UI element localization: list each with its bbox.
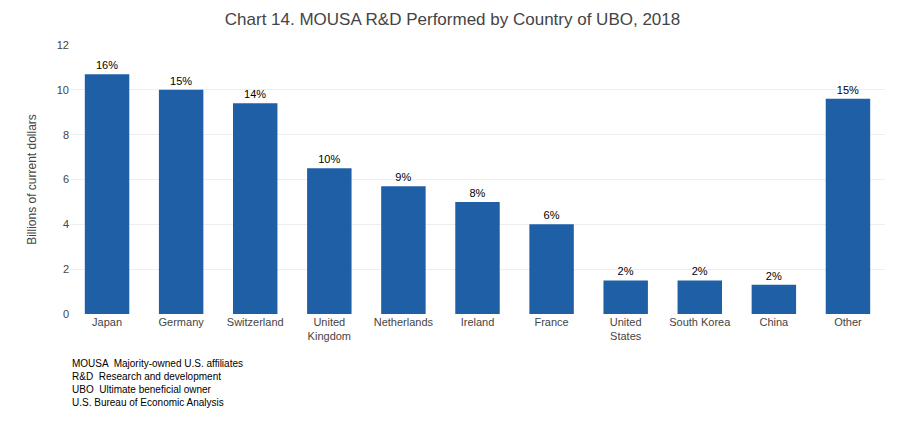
- svg-text:2%: 2%: [618, 265, 634, 277]
- svg-text:Other: Other: [834, 316, 862, 328]
- svg-text:14%: 14%: [244, 88, 266, 100]
- svg-text:Switzerland: Switzerland: [227, 316, 284, 328]
- svg-text:China: China: [759, 316, 789, 328]
- svg-text:6%: 6%: [544, 209, 560, 221]
- svg-text:Germany: Germany: [159, 316, 205, 328]
- svg-text:2%: 2%: [766, 270, 782, 282]
- svg-text:Netherlands: Netherlands: [374, 316, 434, 328]
- svg-text:8: 8: [63, 129, 69, 141]
- svg-text:2%: 2%: [692, 265, 708, 277]
- svg-text:2: 2: [63, 263, 69, 275]
- svg-text:UnitedStates: UnitedStates: [610, 316, 642, 342]
- svg-text:15%: 15%: [837, 84, 859, 96]
- svg-text:South Korea: South Korea: [669, 316, 731, 328]
- svg-text:0: 0: [63, 308, 69, 320]
- svg-text:8%: 8%: [469, 187, 485, 199]
- svg-text:Ireland: Ireland: [461, 316, 495, 328]
- svg-text:4: 4: [63, 218, 69, 230]
- svg-text:Billions of current dollars: Billions of current dollars: [25, 114, 39, 245]
- svg-text:6: 6: [63, 173, 69, 185]
- svg-text:France: France: [534, 316, 568, 328]
- svg-text:16%: 16%: [96, 59, 118, 71]
- svg-text:15%: 15%: [170, 75, 192, 87]
- svg-text:10: 10: [57, 84, 69, 96]
- svg-text:Japan: Japan: [92, 316, 122, 328]
- svg-text:UnitedKingdom: UnitedKingdom: [308, 316, 351, 342]
- svg-text:10%: 10%: [318, 153, 340, 165]
- svg-text:9%: 9%: [395, 171, 411, 183]
- svg-text:MOUSA Majority-owned U.S. aff: MOUSA Majority-owned U.S. affiliatesR&D …: [72, 358, 243, 408]
- svg-text:Chart 14. MOUSA R&D Performed: Chart 14. MOUSA R&D Performed by Country…: [225, 10, 680, 29]
- svg-text:12: 12: [57, 39, 69, 51]
